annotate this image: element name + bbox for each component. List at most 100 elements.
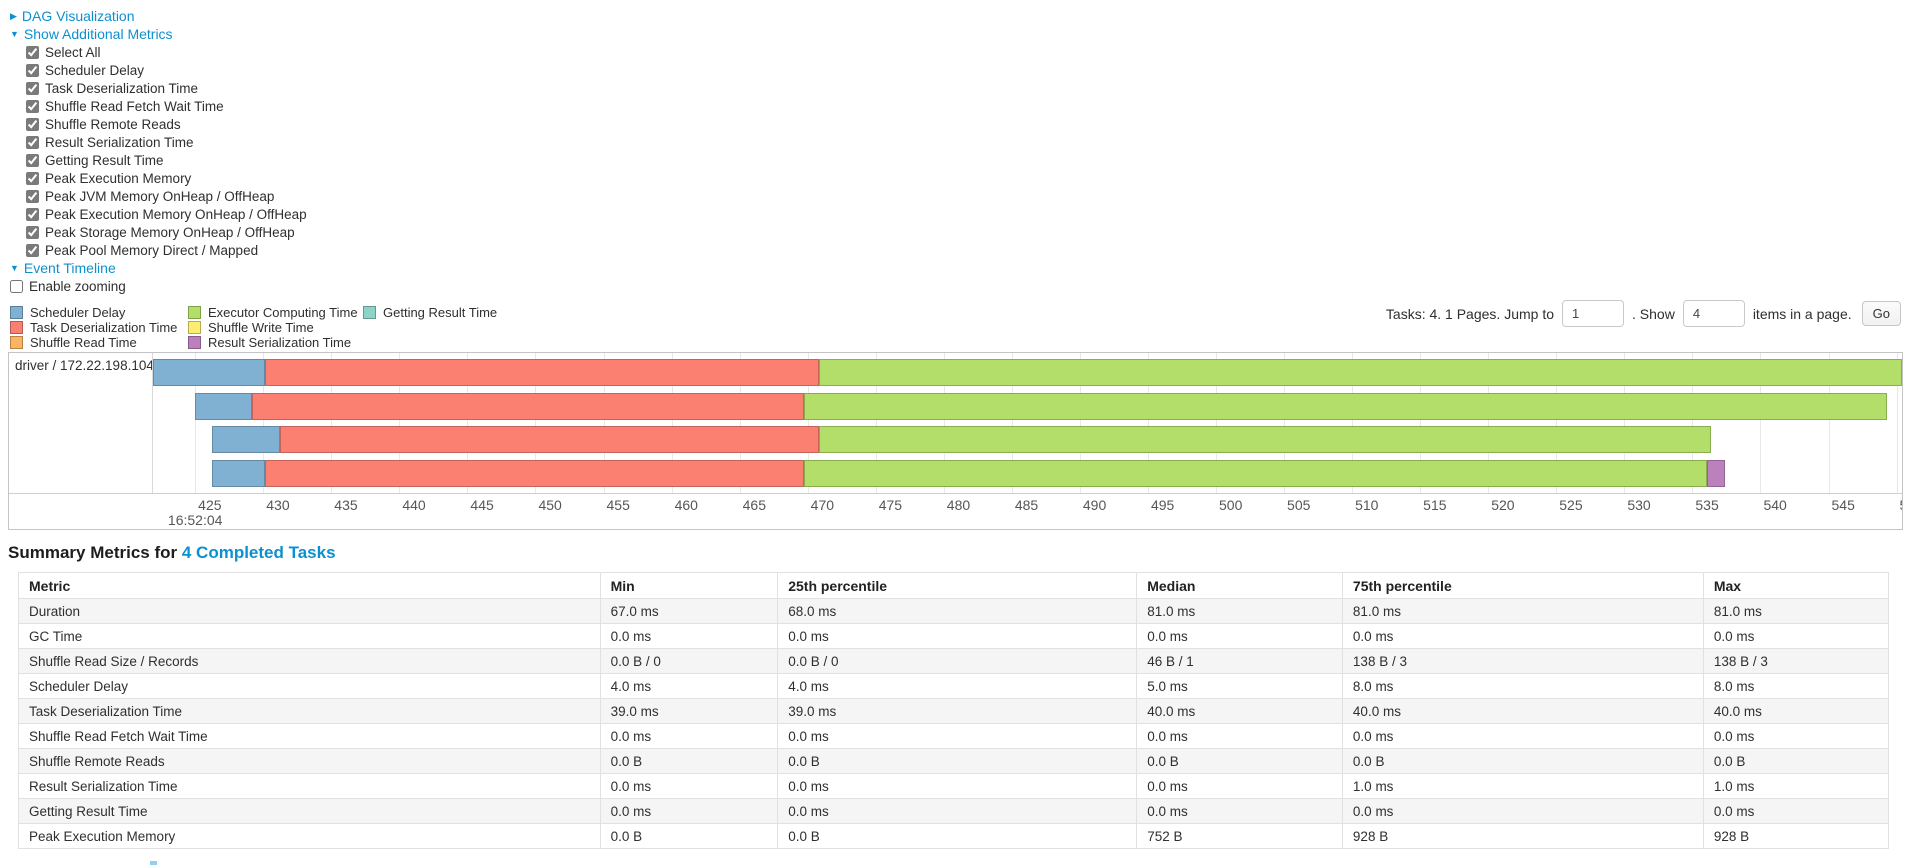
legend-label: Scheduler Delay (30, 305, 126, 320)
metric-checkbox-label: Peak Pool Memory Direct / Mapped (45, 242, 259, 258)
metric-value-cell: 4.0 ms (777, 673, 1138, 699)
metric-checkbox-peak-pool-memory-direct-mapped[interactable] (26, 243, 39, 257)
pager-text-mid: . Show (1632, 305, 1675, 322)
dag-visualization-toggle[interactable]: ▶ DAG Visualization (10, 8, 135, 24)
metric-value-cell: 0.0 ms (1136, 773, 1343, 799)
gridline (739, 353, 741, 493)
partially-visible-link (150, 861, 157, 865)
metric-value-cell: 0.0 ms (1341, 723, 1704, 749)
metric-value-cell: 0.0 B (777, 748, 1138, 774)
table-row: Peak Execution Memory 0.0 B 0.0 B 752 B 928 … (18, 823, 1890, 849)
timeline-bar-executor-computing (803, 459, 1708, 487)
metric-checkbox-row: Result Serialization Time (26, 133, 307, 151)
metric-checkbox-label: Peak JVM Memory OnHeap / OffHeap (45, 188, 275, 204)
metric-checkbox-row: Peak Execution Memory OnHeap / OffHeap (26, 205, 307, 223)
gridline (1760, 353, 1762, 493)
legend-label: Shuffle Write Time (208, 320, 314, 335)
metric-checkbox-label: Peak Execution Memory OnHeap / OffHeap (45, 206, 307, 222)
timeline-bar-result-serialization (1707, 459, 1726, 487)
legend-swatch-icon (363, 306, 376, 319)
metric-checkbox-label: Result Serialization Time (45, 134, 194, 150)
gridline (1216, 353, 1217, 493)
metric-name-cell: Duration (18, 598, 601, 624)
gridline (331, 353, 333, 493)
gridline (603, 353, 605, 493)
metric-name-cell: Shuffle Remote Reads (18, 748, 601, 774)
metric-checkbox-getting-result-time[interactable] (26, 153, 39, 167)
go-button[interactable]: Go (1861, 301, 1901, 326)
metric-checkbox-row: Shuffle Remote Reads (26, 115, 307, 133)
metric-value-cell: 46 B / 1 (1136, 648, 1343, 674)
timeline-bar-executor-computing (818, 426, 1712, 454)
axis-tick-label: 515 (1423, 497, 1447, 513)
metric-checkbox-peak-storage-memory-onheap-offheap[interactable] (26, 225, 39, 239)
metric-value-cell: 39.0 ms (777, 698, 1138, 724)
metric-checkbox-label: Peak Execution Memory (45, 170, 192, 186)
metric-checkbox-result-serialization-time[interactable] (26, 135, 39, 149)
legend-swatch-icon (188, 306, 201, 319)
metric-checkbox-peak-jvm-memory-onheap-offheap[interactable] (26, 189, 39, 203)
summary-metrics-table: Metric Min 25th percentile Median 75th perce… (18, 572, 1890, 849)
completed-tasks-link[interactable]: 4 Completed Tasks (181, 543, 336, 562)
metric-value-cell: 0.0 B (1136, 748, 1343, 774)
table-row: GC Time 0.0 ms 0.0 ms 0.0 ms 0.0 ms 0.0 ms (18, 623, 1890, 649)
metric-name-cell: Getting Result Time (18, 798, 601, 824)
metric-checkbox-select-all[interactable] (26, 45, 39, 59)
metric-checkbox-row: Peak JVM Memory OnHeap / OffHeap (26, 187, 307, 205)
column-header-25th-percentile: 25th percentile (777, 572, 1138, 599)
metric-value-cell: 0.0 ms (1136, 623, 1343, 649)
metric-checkbox-scheduler-delay[interactable] (26, 63, 39, 77)
table-row: Shuffle Read Size / Records 0.0 B / 0 0.0 … (18, 648, 1890, 674)
metric-value-cell: 138 B / 3 (1702, 648, 1890, 674)
summary-metrics-heading: Summary Metrics for 4 Completed Tasks (8, 543, 336, 563)
metric-value-cell: 0.0 ms (599, 623, 779, 649)
axis-tick-label: 450 (538, 497, 562, 513)
axis-tick-label: 425 (198, 497, 222, 513)
expanded-arrow-icon: ▼ (10, 263, 19, 273)
gridline (1352, 353, 1354, 493)
gridline (1079, 353, 1081, 493)
event-timeline-toggle[interactable]: ▼ Event Timeline (10, 260, 116, 276)
metric-value-cell: 0.0 ms (1702, 798, 1890, 824)
metric-checkbox-label: Scheduler Delay (45, 62, 145, 78)
metric-checkbox-task-deserialization-time[interactable] (26, 81, 39, 95)
metric-value-cell: 81.0 ms (1136, 598, 1343, 624)
axis-tick-label: 475 (878, 497, 903, 513)
metric-checkbox-shuffle-remote-reads[interactable] (26, 117, 39, 131)
timeline-x-axis: 425 16:52:04 430 435 440 445 450 455 460 465 470 47… (9, 493, 1902, 529)
timeline-task-rows (153, 353, 1902, 493)
metric-value-cell: 0.0 ms (1341, 623, 1704, 649)
gridline (1147, 353, 1149, 493)
timeline-bar-scheduler-delay (211, 426, 280, 454)
metric-value-cell: 1.0 ms (1341, 773, 1704, 799)
metric-checkbox-label: Getting Result Time (45, 152, 164, 168)
summary-heading-prefix: Summary Metrics for (8, 543, 178, 562)
legend-item: Executor Computing Time (188, 305, 363, 320)
axis-tick-label: 500 (1219, 497, 1243, 513)
column-header-min: Min (599, 572, 779, 599)
column-header-max: Max (1702, 572, 1890, 599)
enable-zooming-checkbox[interactable] (10, 279, 23, 293)
metric-checkbox-shuffle-read-fetch-wait-time[interactable] (26, 99, 39, 113)
legend-item: Scheduler Delay (10, 305, 188, 320)
metric-value-cell: 67.0 ms (599, 598, 779, 624)
collapsed-arrow-icon: ▶ (10, 10, 17, 21)
timeline-plot-area (153, 353, 1902, 493)
enable-zooming-label: Enable zooming (29, 278, 126, 294)
axis-tick-label: 505 (1287, 497, 1311, 513)
items-per-page-input[interactable] (1682, 300, 1745, 327)
metric-value-cell: 39.0 ms (599, 698, 779, 724)
axis-tick-label: 460 (674, 497, 698, 513)
metric-value-cell: 928 B (1702, 823, 1890, 849)
show-additional-metrics-toggle[interactable]: ▼ Show Additional Metrics (10, 26, 173, 42)
legend-column: Executor Computing Time Shuffle Write Tim… (188, 305, 363, 351)
metric-value-cell: 40.0 ms (1702, 698, 1890, 724)
metric-value-cell: 0.0 ms (1136, 723, 1343, 749)
table-row: Shuffle Remote Reads 0.0 B 0.0 B 0.0 B 0.0 B… (18, 748, 1890, 774)
metric-value-cell: 4.0 ms (599, 673, 779, 699)
metric-checkbox-peak-execution-memory-onheap-offheap[interactable] (26, 207, 39, 221)
column-header-75th-percentile: 75th percentile (1341, 572, 1704, 599)
table-row: Scheduler Delay 4.0 ms 4.0 ms 5.0 ms 8.0 ms 8… (18, 673, 1890, 699)
jump-to-page-input[interactable] (1562, 300, 1624, 327)
metric-checkbox-peak-execution-memory[interactable] (26, 171, 39, 185)
